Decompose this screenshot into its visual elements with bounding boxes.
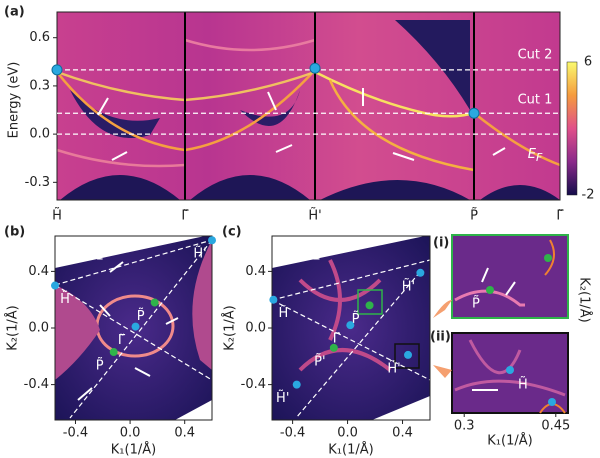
point-label: P̃ bbox=[352, 311, 360, 326]
x-axis-label: K₁(1/Å) bbox=[111, 442, 156, 458]
x-tick-label: 0.3 bbox=[454, 419, 475, 434]
insets bbox=[433, 234, 569, 414]
point bbox=[329, 343, 338, 352]
x-tick-label: 0.4 bbox=[174, 426, 195, 441]
x-tick-label: 0.45 bbox=[541, 419, 570, 434]
x-tick-label: -0.4 bbox=[63, 426, 88, 441]
point bbox=[292, 380, 301, 389]
y-tick-label: -0.4 bbox=[24, 377, 49, 392]
y-tick-label: 0.0 bbox=[28, 321, 49, 336]
y-tick-label: -0.3 bbox=[25, 175, 50, 190]
colorbar-tick-label: 6 bbox=[584, 55, 592, 70]
point-label: P̃ bbox=[472, 296, 480, 311]
point bbox=[150, 298, 159, 307]
point-label: Γ̃ bbox=[333, 332, 341, 347]
x-axis-label: K₁(1/Å) bbox=[487, 433, 532, 449]
point-label: H̃' bbox=[402, 279, 415, 294]
point bbox=[51, 281, 59, 290]
x-tick-label: 0.0 bbox=[120, 426, 141, 441]
y-tick-label: 0.4 bbox=[245, 264, 266, 279]
point-label: H̃ bbox=[518, 377, 528, 392]
panel-label: (b) bbox=[4, 225, 25, 240]
colorbar bbox=[566, 61, 578, 196]
y-tick-label: 0.4 bbox=[28, 264, 49, 279]
y-tick-label: 0.3 bbox=[29, 78, 50, 93]
panel-label: (a) bbox=[4, 5, 25, 20]
panel-label: (c) bbox=[222, 225, 242, 240]
point-label: Γ̃ bbox=[118, 333, 126, 348]
heatmap-a bbox=[56, 11, 578, 201]
panel-label: (i) bbox=[433, 236, 449, 251]
panel-label: (ii) bbox=[430, 330, 451, 345]
x-tick-label: Γ̃ bbox=[556, 209, 564, 224]
x-tick-label: P̃ bbox=[470, 208, 478, 223]
x-tick-label: -0.4 bbox=[280, 426, 305, 441]
point bbox=[208, 236, 216, 245]
cut-label: Cut 1 bbox=[518, 93, 553, 108]
point-label: P̃ bbox=[137, 309, 145, 324]
point-label: H̃ bbox=[60, 292, 70, 307]
y-axis-label: K₂(1/Å) bbox=[222, 305, 238, 350]
point bbox=[309, 62, 321, 74]
cut-label: Cut 2 bbox=[518, 47, 553, 62]
cut-label: EF bbox=[528, 147, 543, 165]
arrows bbox=[77, 88, 516, 401]
point bbox=[346, 321, 355, 330]
x-tick-label: H̃' bbox=[308, 208, 321, 223]
point bbox=[404, 350, 413, 359]
x-tick-label: 0.4 bbox=[392, 426, 413, 441]
point bbox=[269, 295, 278, 304]
x-tick-label: 0.0 bbox=[337, 426, 358, 441]
colorbar-tick-label: -2 bbox=[582, 188, 595, 203]
annotation: Cut 1 bbox=[69, 249, 104, 264]
cut-label-sub: F bbox=[536, 151, 543, 164]
point-label: H̃' bbox=[276, 391, 289, 406]
point bbox=[468, 107, 480, 119]
point-label: H̃' bbox=[193, 246, 206, 261]
point bbox=[365, 301, 374, 310]
point bbox=[416, 268, 425, 277]
point-label: P̃' bbox=[314, 354, 325, 369]
annotation: Cut 2 bbox=[286, 249, 321, 264]
y-axis-label: Energy (eV) bbox=[7, 62, 22, 139]
y-axis-label: K₂(1/Å) bbox=[5, 305, 21, 350]
y-axis-label: K₂(1/Å) bbox=[577, 277, 593, 322]
x-tick-label: H̃ bbox=[52, 208, 62, 223]
y-tick-label: 0.0 bbox=[29, 127, 50, 142]
point bbox=[109, 348, 118, 357]
point bbox=[131, 322, 140, 331]
x-axis-label: K₁(1/Å) bbox=[328, 442, 373, 458]
y-tick-label: 0.6 bbox=[29, 30, 50, 45]
cut-label-main: E bbox=[528, 147, 537, 162]
point-label: H̃' bbox=[387, 361, 400, 376]
y-tick-label: 0.0 bbox=[245, 321, 266, 336]
point-label: P̃ bbox=[96, 358, 104, 373]
y-tick-label: -0.4 bbox=[241, 377, 266, 392]
point bbox=[51, 64, 63, 76]
point-label: H̃ bbox=[278, 306, 288, 321]
x-tick-label: Γ̃ bbox=[181, 209, 189, 224]
